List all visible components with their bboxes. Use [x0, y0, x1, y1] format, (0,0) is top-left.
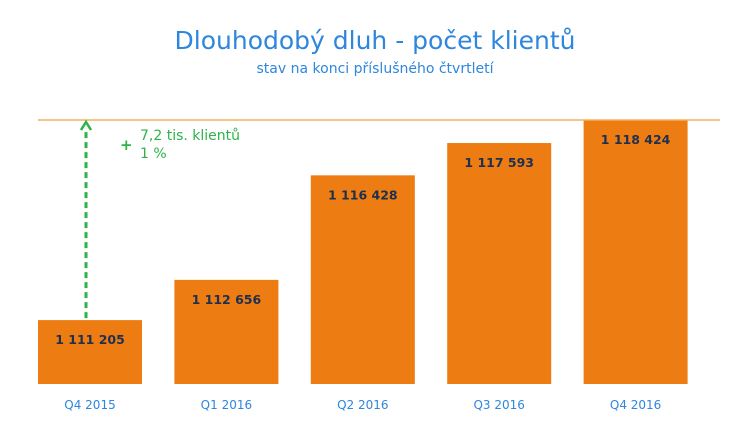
- x-tick-label: Q1 2016: [201, 398, 252, 412]
- bar-q1-2016: [174, 279, 279, 384]
- bar-q4-2016: [583, 120, 688, 384]
- x-tick-label: Q4 2016: [610, 398, 661, 412]
- bar-q2-2016: [310, 175, 415, 384]
- bar-value-label: 1 112 656: [192, 292, 262, 307]
- x-tick-label: Q4 2015: [64, 398, 115, 412]
- chart-subtitle: stav na konci příslušného čtvrtletí: [256, 61, 494, 77]
- x-tick-label: Q3 2016: [473, 398, 524, 412]
- x-tick-label: Q2 2016: [337, 398, 388, 412]
- bar-q4-2015: [38, 320, 142, 384]
- bar-q3-2016: [447, 143, 552, 384]
- annotation-clients: 7,2 tis. klientů: [140, 128, 240, 144]
- annotation-percent: 1 %: [140, 146, 167, 162]
- bar-value-label: 1 117 593: [464, 155, 534, 170]
- bar-value-label: 1 118 424: [601, 132, 671, 147]
- growth-arrow-head: [79, 119, 93, 131]
- bar-value-label: 1 116 428: [328, 187, 398, 202]
- bar-value-label: 1 111 205: [55, 332, 125, 347]
- annotation-plus: +: [120, 136, 133, 154]
- chart-title: Dlouhodobý dluh - počet klientů: [174, 26, 576, 55]
